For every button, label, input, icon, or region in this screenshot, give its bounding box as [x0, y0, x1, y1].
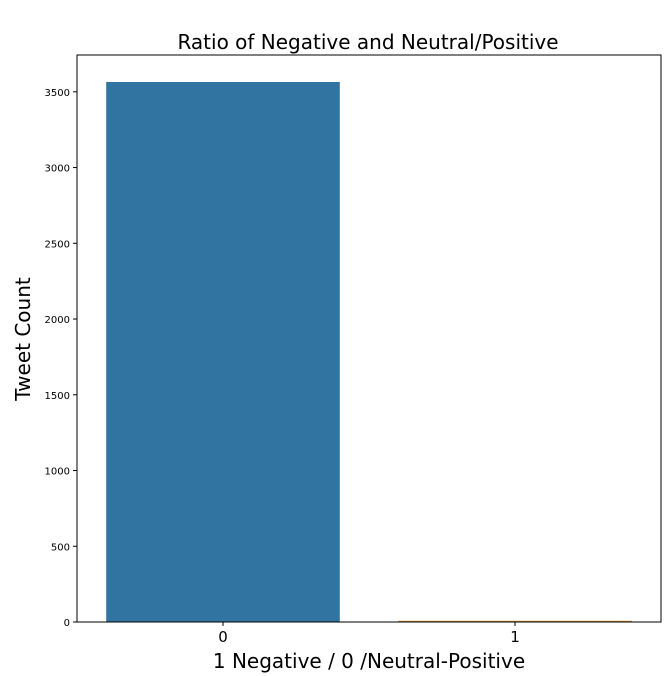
y-tick-label: 1500 [45, 391, 70, 402]
y-axis-label: Tweet Count [11, 277, 35, 402]
y-tick-label: 2000 [45, 315, 70, 326]
bar-1 [398, 620, 632, 622]
y-axis-ticks: 0 500 1000 1500 2000 2500 3000 3500 [45, 88, 77, 629]
plot-frame [76, 54, 662, 623]
bars-group [106, 81, 632, 623]
x-tick-label: 1 [510, 628, 520, 646]
y-tick-label: 2500 [45, 239, 70, 250]
x-axis-label: 1 Negative / 0 /Neutral-Positive [213, 649, 525, 673]
y-tick-label: 500 [51, 542, 70, 553]
y-tick-label: 1000 [45, 467, 70, 478]
chart-title: Ratio of Negative and Neutral/Positive [177, 30, 558, 54]
y-tick-label: 0 [64, 618, 70, 629]
y-tick-label: 3500 [45, 88, 70, 99]
y-tick-label: 3000 [45, 164, 70, 175]
bar-0 [106, 81, 340, 623]
x-tick-label: 0 [218, 628, 228, 646]
